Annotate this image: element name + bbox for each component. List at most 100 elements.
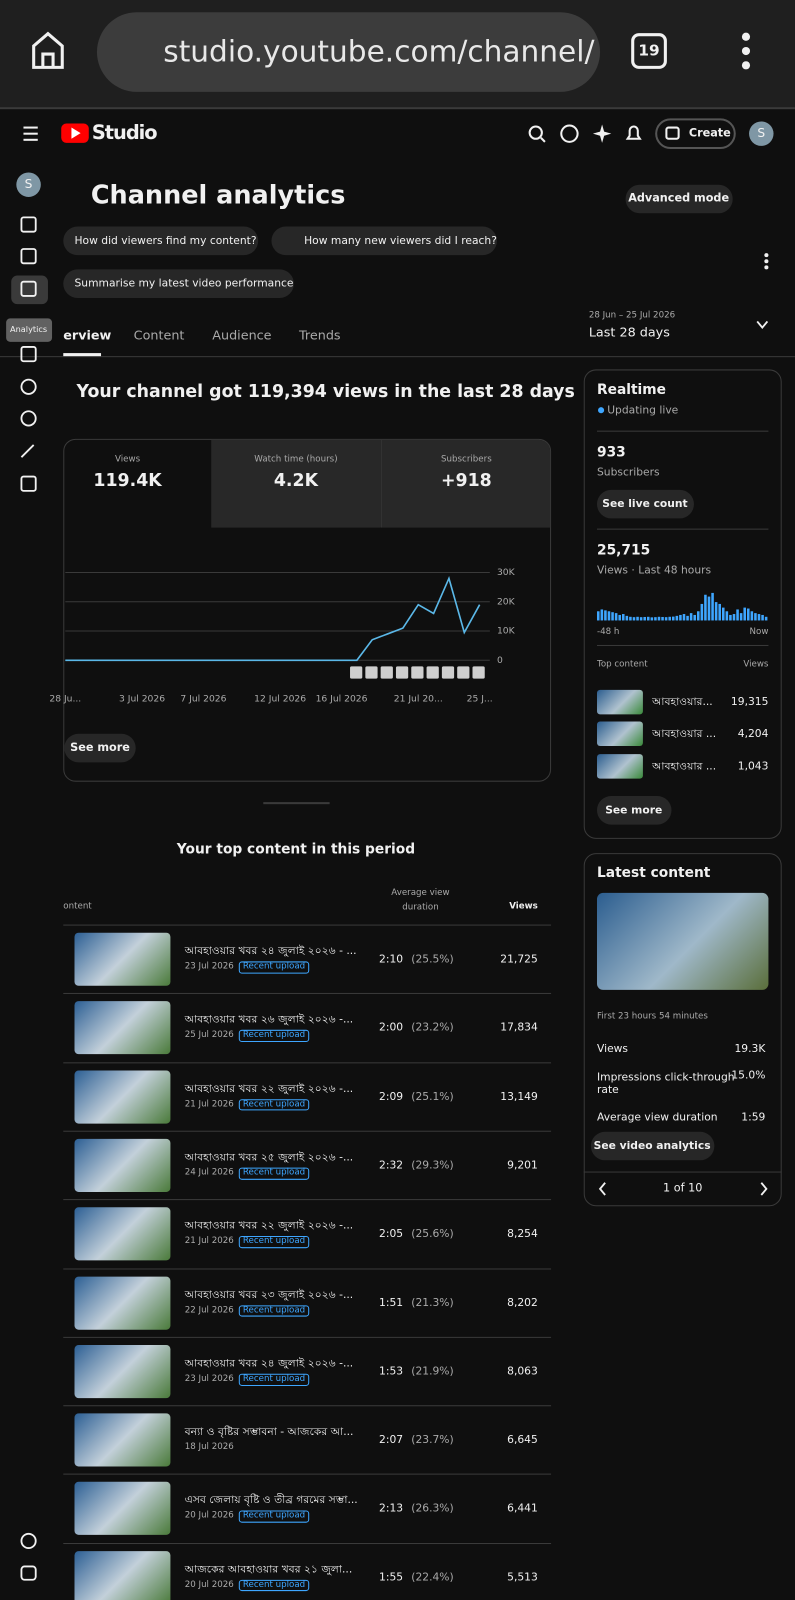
item-title[interactable]: আবহাওয়ার ... [652,760,717,773]
stat-label: Impressions click-through rate [596,1071,735,1097]
item-title[interactable]: আবহাওয়ার ... [652,727,717,740]
stat-label: Subscribers [596,466,660,479]
button[interactable] [596,795,672,825]
button-label[interactable]: Advanced mode [628,191,730,205]
avg-duration: 2:07 [379,1433,404,1447]
thumbnail[interactable] [74,1413,171,1467]
avg-duration: 1:51 [379,1296,404,1309]
thumbnail[interactable] [74,932,171,986]
button-label[interactable]: See live count [602,497,688,511]
row-divider [63,1336,552,1338]
page-title: Channel analytics [90,180,346,210]
realtime-bar [643,616,646,621]
tab[interactable]: erview [63,327,112,343]
video-date: 21 Jul 2026 [184,1236,234,1247]
video-title[interactable]: আজকের আবহাওয়ার খবর ২১ জুলা... [184,1563,353,1576]
hamburger[interactable] [23,126,38,141]
chip[interactable] [63,226,259,256]
badge: Recent upload [238,1304,310,1317]
thumbnail[interactable] [74,1550,171,1600]
button[interactable] [590,1131,715,1161]
thumbnail[interactable] [74,1276,171,1330]
realtime-bar [750,611,754,621]
header-icons[interactable] [528,118,736,149]
button[interactable] [625,184,733,214]
views: 17,834 [500,1021,538,1035]
thumbnail[interactable] [596,721,643,746]
realtime-bar [722,607,725,621]
realtime-bar [711,592,714,621]
video-title[interactable]: আবহাওয়ার খবর ২৫ জুলাই ২০২৬ -... [184,1150,354,1164]
thumbnail[interactable] [74,1070,171,1124]
tab[interactable]: Trends [299,327,341,343]
button-label[interactable]: See more [605,804,663,817]
home-icon[interactable] [32,31,64,69]
tab[interactable]: Audience [212,327,272,343]
latest-thumbnail[interactable] [596,892,769,990]
button[interactable] [64,733,136,763]
video-title[interactable]: আবহাওয়ার খবর ২২ জুলাই ২০২৬ -... [184,1219,354,1232]
tabs-icon[interactable] [631,33,667,69]
chip-label[interactable]: How did viewers find my content? [74,234,257,247]
chip-label[interactable]: Summarise my latest video performance [74,277,294,290]
realtime-bar [747,608,750,621]
avatar[interactable] [749,121,774,146]
realtime-bar [679,614,682,621]
thumbnail[interactable] [596,689,643,715]
thumbnail[interactable] [74,1344,171,1398]
metric-tile[interactable] [380,439,551,528]
tab-underline [63,353,102,357]
thumbnail[interactable] [74,1138,171,1192]
sidebar-icons[interactable] [11,216,769,1581]
video-title[interactable]: আবহাওয়ার খবর ২২ জুলাই ২০২৬ -... [184,1082,354,1095]
chip[interactable] [63,269,294,298]
browser-icons [32,31,667,69]
stat-value: 933 [596,444,626,461]
upload-marker [472,666,485,679]
tabs-border [0,356,795,358]
sidebar-avatar[interactable] [16,172,41,197]
chip-label[interactable]: How many new viewers did I reach? [304,234,497,247]
metric-tile[interactable] [211,439,381,528]
avg-percent: (23.2%) [411,1021,454,1035]
views: 8,063 [507,1365,538,1378]
video-title[interactable]: আবহাওয়ার খবর ২৩ জুলাই ২০২৬ -... [184,1288,354,1301]
realtime-bar [654,617,657,621]
thumbnail[interactable] [74,1001,171,1055]
realtime-bar [636,616,639,621]
button[interactable] [596,489,694,519]
realtime-bar [618,614,621,621]
thumbnail[interactable] [74,1207,171,1261]
thumbnail[interactable] [596,754,643,779]
avg-percent: (26.3%) [411,1502,454,1515]
section-title: Your top content in this period [176,841,416,858]
x-tick-label: 28 Ju... [49,694,81,705]
realtime-bar [596,611,600,621]
menu-dots[interactable] [741,32,751,70]
avg-duration: 2:00 [379,1021,404,1035]
url-bar[interactable] [96,12,601,92]
kebab[interactable] [764,253,769,270]
tab[interactable]: Content [133,327,185,343]
item-title[interactable]: আবহাওয়ার... [652,695,713,709]
thumbnail[interactable] [74,1482,171,1536]
button-label[interactable]: See more [70,740,130,754]
divider [583,1171,782,1173]
caption: First 23 hours 54 minutes [596,1011,708,1022]
video-title[interactable]: আবহাওয়ার খবর ২৪ জুলাই ২০২৬ -... [184,1357,354,1370]
avg-percent: (23.7%) [411,1433,454,1447]
video-title[interactable]: বন্যা ও বৃষ্টির সম্ভাবনা - আজকের আ... [184,1425,354,1438]
avg-duration: 2:05 [379,1227,404,1241]
video-title[interactable]: আবহাওয়ার খবর ২৬ জুলাই ২০২৬ -... [184,1013,354,1026]
axis-label: -48 h [596,626,620,637]
x-tick-label: 12 Jul 2026 [254,694,306,705]
metric-value: 4.2K [273,470,319,492]
x-tick-label: 7 Jul 2026 [180,694,226,705]
chip[interactable] [271,226,497,256]
video-title[interactable]: এসব জেলায় বৃষ্টি ও তীব্র গরমের সম্ভা... [184,1494,358,1507]
button-label[interactable]: See video analytics [593,1139,711,1153]
avg-duration: 2:13 [379,1502,404,1515]
video-title[interactable]: আবহাওয়ার খবর ২৪ জুলাই ২০২৬ - ... [184,944,357,958]
badge: Recent upload [238,1510,310,1523]
